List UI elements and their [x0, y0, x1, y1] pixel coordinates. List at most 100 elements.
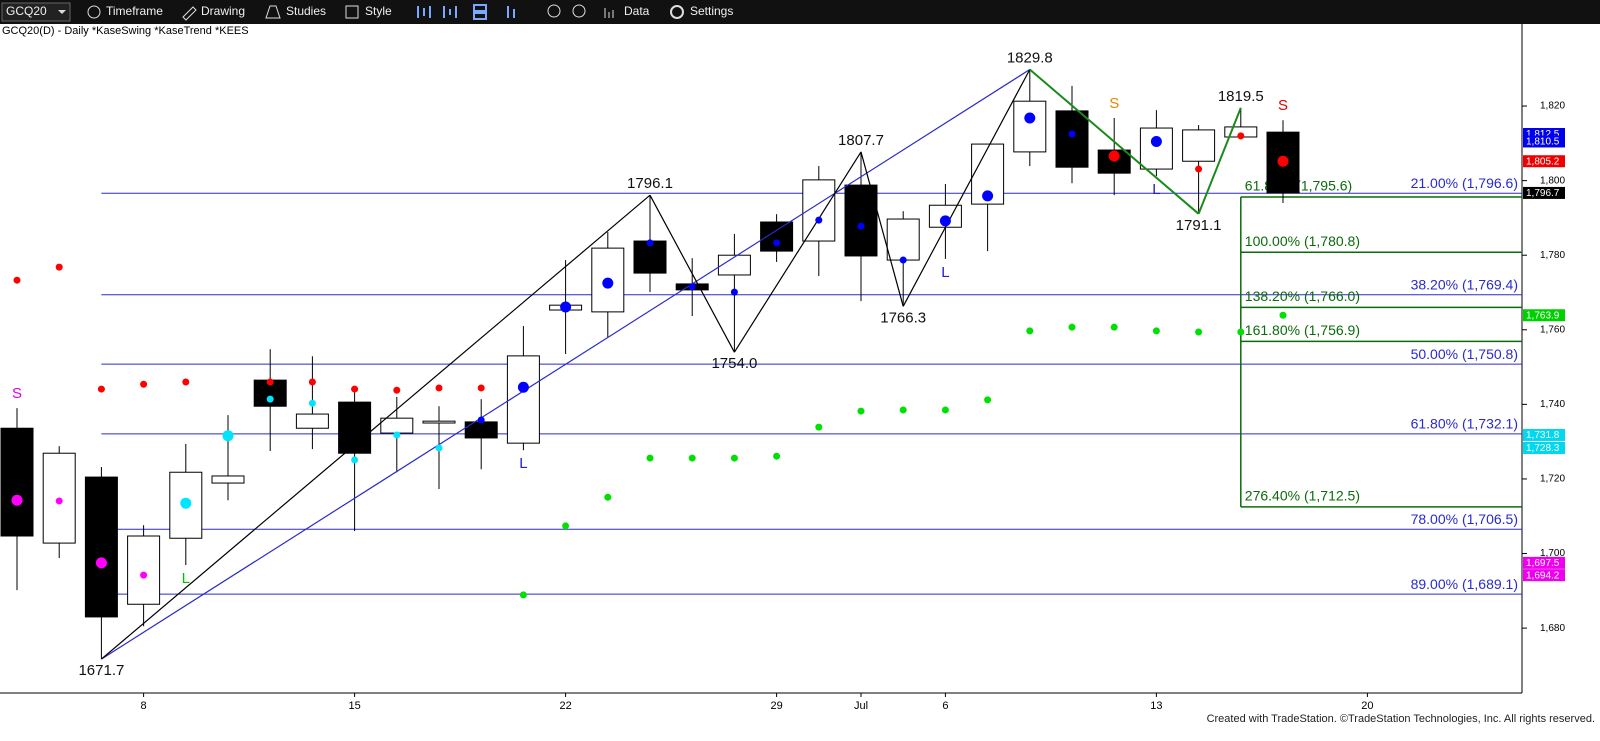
swings-label: 1829.8 — [1007, 49, 1053, 66]
indicator-dot — [308, 399, 316, 407]
indicator-dot — [55, 263, 63, 271]
candle-body — [422, 420, 456, 424]
indicator-dot — [1110, 323, 1118, 331]
indicator-dot — [899, 406, 907, 414]
tool-icons[interactable] — [417, 4, 515, 20]
indicator-dot — [730, 288, 738, 296]
indicator-dot — [646, 239, 654, 247]
symbol-box[interactable] — [1, 2, 71, 22]
extension-label: 161.80% (1,756.9) — [1245, 322, 1360, 338]
indicator-dot — [602, 277, 614, 289]
candle-body — [506, 355, 540, 444]
indicator-dot — [1237, 132, 1245, 140]
price-label: 1,810.5 — [1526, 137, 1560, 148]
toolbar — [0, 0, 1600, 24]
indicator-dot — [477, 384, 485, 392]
candle-body — [1013, 100, 1047, 153]
extension-label: 138.20% (1,766.0) — [1245, 288, 1360, 304]
swings-segment — [902, 69, 1031, 307]
projection-label: 1819.5 — [1218, 88, 1264, 105]
swings-label: 1671.7 — [78, 662, 124, 679]
y-tick-label: 1,780 — [1540, 250, 1565, 261]
price-label-box — [1523, 309, 1565, 322]
candle-body — [127, 535, 161, 605]
y-tick-label: 1,800 — [1540, 175, 1565, 186]
indicator-dot — [815, 216, 823, 224]
indicator-dot — [560, 301, 572, 313]
indicator-dot — [982, 190, 994, 202]
swings-segment — [860, 151, 904, 307]
zoom-out-icon[interactable] — [572, 4, 586, 18]
candle-body — [886, 218, 920, 261]
indicator-dot — [1237, 328, 1245, 336]
price-label: 1,812.5 — [1526, 129, 1560, 140]
indicator-dot — [1024, 112, 1036, 124]
swings-label: 1796.1 — [627, 175, 673, 192]
indicator-dot — [97, 385, 105, 393]
indicator-dot — [517, 381, 529, 393]
indicator-dot — [604, 493, 612, 501]
retracement-label: 50.00% (1,750.8) — [1411, 346, 1518, 362]
swings-label: 1754.0 — [711, 355, 757, 372]
indicator-dot — [1108, 150, 1120, 162]
projection-segment — [1029, 68, 1200, 215]
trendline-segment — [101, 68, 1031, 660]
swings-segment — [733, 151, 862, 353]
indicator-dot — [140, 571, 148, 579]
candle-body — [380, 417, 414, 434]
signal-label: L — [182, 570, 190, 587]
signal-label: S — [12, 385, 22, 402]
menu-data[interactable]: Data — [624, 4, 650, 18]
menu-settings[interactable]: Settings — [690, 4, 733, 18]
indicator-dot — [1277, 155, 1289, 167]
y-tick-label: 1,700 — [1540, 548, 1565, 559]
projection-segment — [1197, 107, 1242, 215]
candle-body — [84, 476, 118, 618]
menu-style[interactable]: Style — [365, 4, 392, 18]
y-tick-label: 1,680 — [1540, 623, 1565, 634]
menu-studies[interactable]: Studies — [286, 4, 326, 18]
y-tick-label: 1,720 — [1540, 474, 1565, 485]
price-label: 1,694.2 — [1526, 570, 1560, 581]
settings-icon — [670, 5, 684, 19]
price-label: 1,763.9 — [1526, 310, 1560, 321]
price-label-box — [1523, 569, 1565, 582]
indicator-dot — [180, 497, 192, 509]
zoom-in-icon[interactable] — [547, 4, 561, 18]
candle-body — [211, 475, 245, 484]
indicator-dot — [1195, 165, 1203, 173]
signal-label: L — [519, 455, 527, 472]
candle-body — [1055, 110, 1089, 168]
drawing-icon — [182, 6, 197, 21]
indicator-dot — [266, 395, 274, 403]
indicator-dot — [1279, 311, 1287, 319]
menu-drawing[interactable]: Drawing — [201, 4, 245, 18]
indicator-dot — [1152, 327, 1160, 335]
indicator-dot — [646, 454, 654, 462]
price-label: 1,805.2 — [1526, 156, 1560, 167]
x-tick-label: 15 — [348, 700, 360, 712]
candle-body — [1097, 149, 1131, 174]
retracement-label: 21.00% (1,796.6) — [1411, 175, 1518, 191]
swings-segment — [101, 194, 651, 660]
symbol[interactable]: GCQ20 — [6, 4, 47, 18]
menu-timeframe[interactable]: Timeframe — [106, 4, 163, 18]
price-label: 1,731.8 — [1526, 430, 1560, 441]
indicator-dot — [1068, 323, 1076, 331]
swings-label: 1766.3 — [880, 309, 926, 326]
candle-body — [760, 221, 794, 252]
indicator-dot — [393, 431, 401, 439]
indicator-dot — [308, 378, 316, 386]
candle-body — [1182, 129, 1216, 162]
indicator-dot — [435, 444, 443, 452]
indicator-dot — [1195, 328, 1203, 336]
chart-title: GCQ20(D) - Daily *KaseSwing *KaseTrend *… — [2, 25, 249, 37]
price-label-box — [1523, 135, 1565, 148]
price-label: 1,728.3 — [1526, 443, 1560, 454]
y-tick-label: 1,820 — [1540, 101, 1565, 112]
indicator-dot — [941, 406, 949, 414]
retracement-label: 89.00% (1,689.1) — [1411, 576, 1518, 592]
indicator-dot — [984, 396, 992, 404]
swings-segment — [649, 194, 735, 353]
